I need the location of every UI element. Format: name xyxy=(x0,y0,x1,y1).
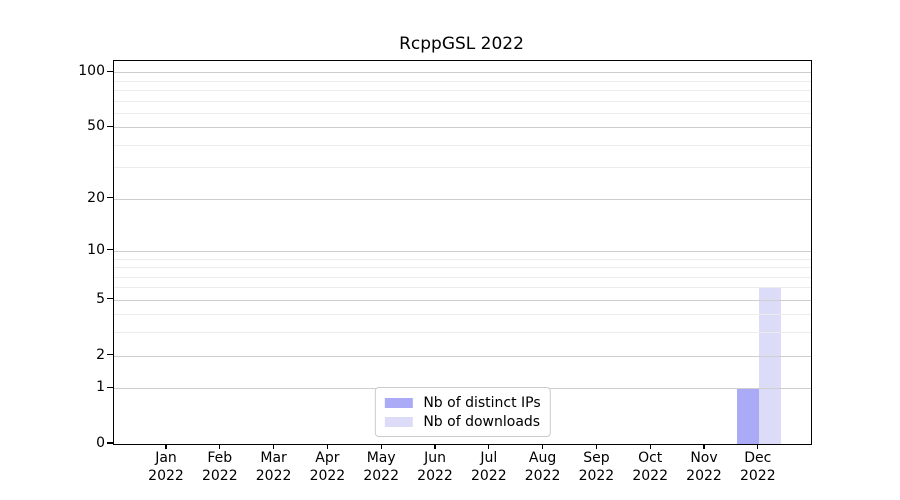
y-tick-mark xyxy=(107,197,113,199)
y-tick-label: 0 xyxy=(96,435,105,451)
x-tick-mark xyxy=(273,444,275,449)
x-tick-month: Jan xyxy=(155,450,177,466)
x-tick-month: Nov xyxy=(690,450,718,466)
x-tick-mark xyxy=(380,444,382,449)
x-tick-label: Dec 2022 xyxy=(718,450,798,485)
x-tick-year: 2022 xyxy=(578,467,615,484)
x-tick-year: 2022 xyxy=(309,467,346,484)
x-tick-mark xyxy=(434,444,436,449)
x-tick-month: Jun xyxy=(424,450,446,466)
bar-nb-of-downloads xyxy=(758,287,781,444)
x-tick-label: Feb 2022 xyxy=(180,450,260,485)
x-tick-month: Feb xyxy=(207,450,233,466)
x-tick-month: Jul xyxy=(480,450,498,466)
y-tick-label: 1 xyxy=(96,379,105,396)
x-tick-month: Mar xyxy=(260,450,287,466)
x-tick-year: 2022 xyxy=(255,467,292,484)
x-tick-mark xyxy=(595,444,597,449)
x-tick-label: May 2022 xyxy=(341,450,421,485)
x-tick-year: 2022 xyxy=(686,467,722,484)
x-tick-label: Mar 2022 xyxy=(234,450,314,485)
y-tick-label: 50 xyxy=(87,118,105,135)
x-tick-label: Oct 2022 xyxy=(610,450,690,485)
y-tick-mark xyxy=(107,353,113,356)
x-tick-year: 2022 xyxy=(524,467,561,484)
x-tick-month: Apr xyxy=(315,450,340,466)
x-tick-mark xyxy=(542,444,544,449)
y-tick-mark xyxy=(107,70,113,72)
y-tick-mark xyxy=(107,249,113,251)
x-tick-label: Jul 2022 xyxy=(449,450,529,485)
y-tick-label: 20 xyxy=(87,189,105,206)
x-tick-year: 2022 xyxy=(632,467,668,484)
y-tick-mark xyxy=(107,125,113,127)
y-tick-label: 5 xyxy=(96,290,105,307)
plot-area: Nb of distinct IPs Nb of downloads xyxy=(113,60,812,445)
y-tick-label: 100 xyxy=(78,63,105,80)
x-tick-label: Nov 2022 xyxy=(664,450,744,485)
x-tick-year: 2022 xyxy=(201,467,238,484)
x-tick-mark xyxy=(219,444,221,449)
bar-nb-of-distinct-ips xyxy=(736,388,759,444)
x-tick-year: 2022 xyxy=(148,467,184,484)
y-tick-label: 10 xyxy=(87,241,105,258)
x-tick-label: Apr 2022 xyxy=(287,450,367,485)
bars-layer xyxy=(114,61,811,444)
y-tick-label: 2 xyxy=(96,346,105,363)
x-tick-mark xyxy=(649,444,651,449)
x-tick-year: 2022 xyxy=(417,467,453,484)
x-tick-year: 2022 xyxy=(363,467,399,484)
x-tick-mark xyxy=(165,444,167,449)
y-tick-mark xyxy=(107,442,113,444)
x-tick-month: Dec xyxy=(744,450,772,466)
x-tick-month: May xyxy=(366,450,396,466)
y-tick-mark xyxy=(107,386,113,388)
x-tick-month: Oct xyxy=(638,450,663,466)
x-tick-mark xyxy=(757,444,759,449)
x-tick-mark xyxy=(703,444,705,449)
x-tick-month: Sep xyxy=(583,450,610,466)
x-tick-label: Sep 2022 xyxy=(556,450,636,485)
x-tick-month: Aug xyxy=(528,450,557,466)
x-tick-label: Jun 2022 xyxy=(395,450,475,485)
x-tick-mark xyxy=(488,444,490,449)
y-tick-mark xyxy=(107,298,113,300)
x-tick-year: 2022 xyxy=(470,467,507,484)
x-tick-label: Jan 2022 xyxy=(126,450,206,485)
x-tick-year: 2022 xyxy=(739,467,776,484)
chart-title: RcppGSL 2022 xyxy=(399,34,524,54)
x-tick-label: Aug 2022 xyxy=(503,450,583,485)
x-tick-mark xyxy=(326,444,328,449)
